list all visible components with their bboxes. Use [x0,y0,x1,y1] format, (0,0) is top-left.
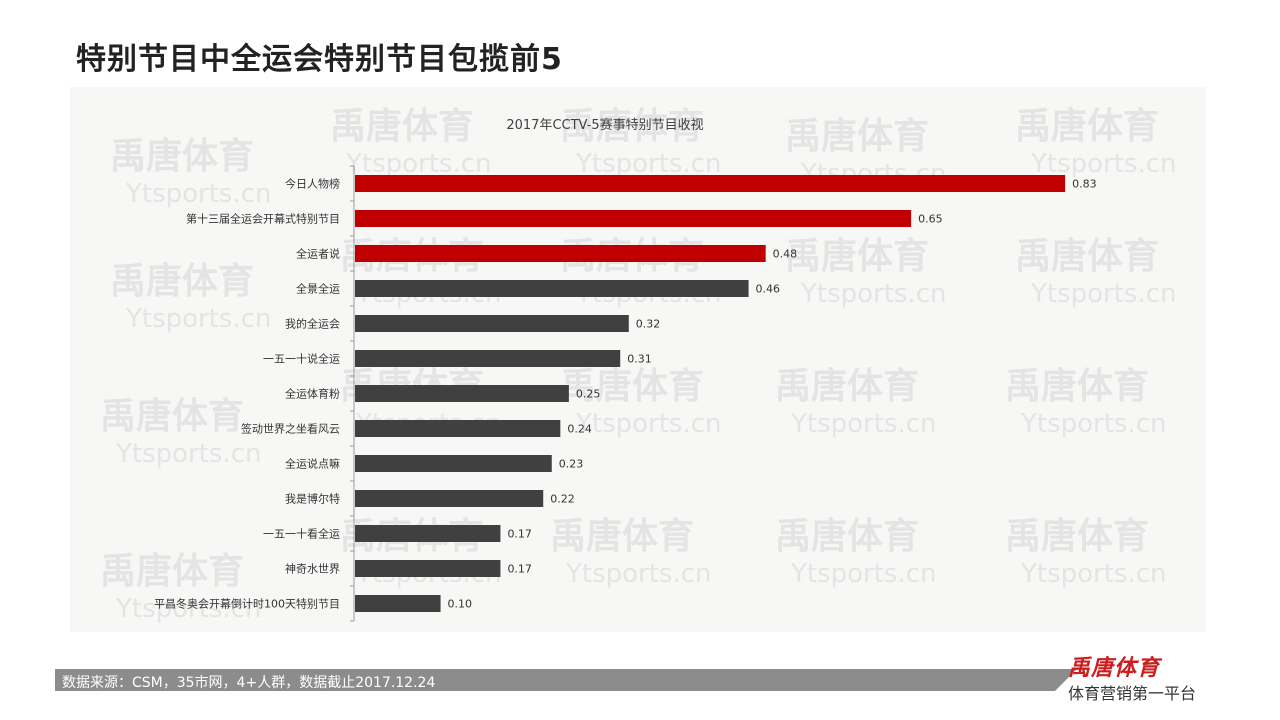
category-label: 平昌冬奥会开幕倒计时100天特别节目 [154,597,340,611]
category-label: 一五一十看全运 [263,527,340,541]
bar [355,175,1066,192]
bar [355,385,569,402]
category-label: 神奇水世界 [285,562,340,576]
logo-tagline: 体育营销第一平台 [1068,684,1197,703]
bar [355,420,561,437]
bar [355,490,544,507]
data-label: 0.65 [918,213,943,226]
data-label: 0.83 [1072,178,1097,191]
brand-logo: 禹唐体育 体育营销第一平台 [1068,650,1213,710]
category-label: 第十三届全运会开幕式特别节目 [186,212,340,226]
bar [355,525,501,542]
bar [355,210,912,227]
category-label: 今日人物榜 [285,177,340,191]
bar [355,455,552,472]
data-label: 0.17 [507,528,532,541]
page-title: 特别节目中全运会特别节目包揽前5 [76,42,563,77]
bar [355,350,621,367]
data-label: 0.48 [773,248,798,261]
category-label: 全运者说 [296,247,340,261]
category-label: 全运说点嘛 [285,457,340,471]
category-label: 一五一十说全运 [263,352,340,366]
category-label: 签动世界之坐看风云 [241,422,340,436]
data-label: 0.17 [507,563,532,576]
data-label: 0.23 [559,458,584,471]
footer-bar [55,669,1077,691]
category-label: 我的全运会 [285,317,340,331]
category-label: 全运体育粉 [285,387,340,401]
data-label: 0.32 [636,318,661,331]
logo-text: 禹唐体育 [1068,656,1161,681]
bar [355,560,501,577]
category-label: 全景全运 [296,282,340,296]
data-label: 0.31 [627,353,652,366]
data-source-note: 数据来源：CSM，35市网，4+人群，数据截止2017.12.24 [62,675,436,691]
bar [355,315,629,332]
category-label: 我是博尔特 [285,492,340,506]
bar [355,280,749,297]
data-label: 0.22 [550,493,575,506]
chart-title: 2017年CCTV-5赛事特别节目收视 [506,117,703,133]
bar [355,595,441,612]
bar [355,245,766,262]
data-label: 0.25 [576,388,601,401]
data-label: 0.46 [756,283,781,296]
data-label: 0.24 [567,423,592,436]
data-label: 0.10 [448,598,473,611]
